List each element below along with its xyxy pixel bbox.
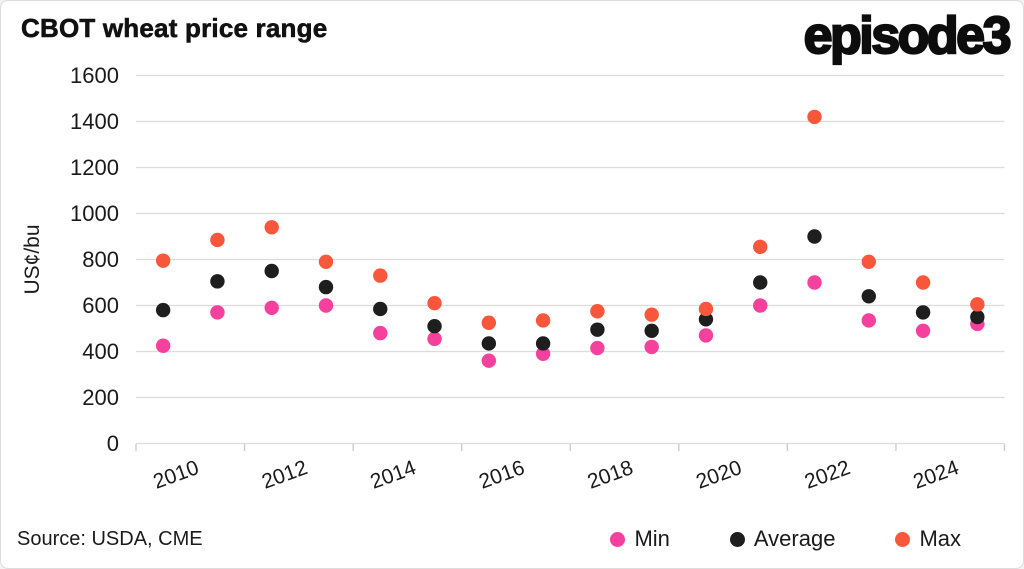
data-point-min-2018 (590, 340, 605, 356)
x-tick-label: 2018 (584, 456, 636, 494)
data-point-average-2010 (155, 302, 171, 318)
data-point-average-2018 (590, 322, 605, 337)
data-point-max-2010 (155, 253, 171, 268)
data-point-min-2013 (318, 298, 334, 313)
y-tick-label: 1400 (70, 109, 119, 134)
data-point-min-2021 (753, 298, 768, 313)
data-point-min-2012 (264, 300, 279, 315)
chart-legend: Min Average Max (610, 526, 961, 552)
data-point-average-2012 (264, 263, 279, 279)
data-point-max-2014 (373, 268, 388, 283)
data-point-min-2020 (698, 328, 714, 343)
data-point-average-2020 (698, 312, 714, 327)
data-point-max-2025 (970, 297, 985, 312)
x-tick-label: 2016 (476, 456, 528, 494)
x-tick-label: 2014 (367, 456, 419, 494)
legend-item-max: Max (895, 526, 961, 552)
data-point-min-2022 (807, 275, 822, 290)
data-point-max-2023 (861, 254, 876, 269)
chart-title: CBOT wheat price range (21, 13, 328, 44)
y-tick-label: 200 (82, 385, 119, 410)
data-point-max-2015 (427, 296, 442, 311)
data-point-average-2021 (753, 275, 768, 290)
legend-label-max: Max (919, 526, 961, 551)
data-point-max-2016 (481, 315, 497, 330)
y-tick-label: 0 (107, 431, 119, 456)
y-tick-label: 1600 (70, 63, 119, 88)
y-tick-label: 400 (82, 339, 119, 364)
data-point-min-2019 (644, 339, 659, 355)
data-point-max-2020 (698, 301, 714, 317)
data-point-min-2015 (427, 331, 442, 347)
x-tick-label: 2022 (802, 456, 854, 494)
data-point-max-2013 (318, 254, 334, 269)
data-point-average-2024 (915, 305, 931, 320)
x-tick-label: 2024 (910, 456, 962, 494)
data-point-average-2023 (861, 289, 876, 304)
data-point-max-2021 (753, 239, 768, 255)
legend-label-min: Min (634, 526, 670, 551)
data-point-average-2011 (210, 274, 225, 289)
data-point-max-2022 (807, 109, 822, 125)
y-tick-label: 800 (82, 247, 119, 272)
episode3-logo: episode3 (802, 6, 1012, 66)
data-point-min-2011 (210, 305, 225, 320)
data-point-max-2011 (210, 232, 225, 248)
y-tick-label: 1200 (70, 155, 119, 180)
data-point-average-2022 (807, 229, 822, 244)
legend-label-average: Average (753, 526, 836, 551)
data-point-average-2016 (481, 336, 497, 351)
data-point-average-2013 (318, 279, 334, 295)
data-point-average-2017 (535, 336, 551, 351)
data-point-min-2024 (915, 323, 931, 338)
legend-item-min: Min (610, 526, 670, 552)
y-tick-label: 1000 (70, 201, 119, 226)
data-point-average-2025 (970, 309, 985, 325)
x-tick-label: 2020 (693, 456, 745, 494)
data-point-min-2023 (861, 313, 876, 328)
legend-item-average: Average (729, 526, 836, 552)
data-point-max-2017 (535, 313, 551, 328)
data-point-average-2015 (427, 319, 442, 334)
data-point-max-2018 (590, 304, 605, 319)
data-point-average-2014 (373, 301, 388, 317)
x-tick-label: 2010 (150, 456, 202, 494)
average-dot-icon (729, 531, 745, 547)
data-point-min-2016 (481, 353, 497, 368)
min-dot-icon (610, 531, 626, 547)
data-point-max-2024 (915, 275, 931, 290)
y-tick-label: 600 (82, 293, 119, 318)
x-tick-label: 2012 (259, 456, 311, 494)
data-point-max-2019 (644, 307, 659, 322)
data-point-max-2012 (264, 220, 279, 235)
data-point-min-2010 (155, 338, 171, 353)
data-point-min-2014 (373, 325, 388, 341)
max-dot-icon (895, 531, 911, 547)
data-point-min-2017 (535, 346, 551, 361)
data-point-average-2019 (644, 323, 659, 338)
y-axis-title: US¢/bu (21, 224, 44, 294)
source-note: Source: USDA, CME (17, 528, 203, 550)
